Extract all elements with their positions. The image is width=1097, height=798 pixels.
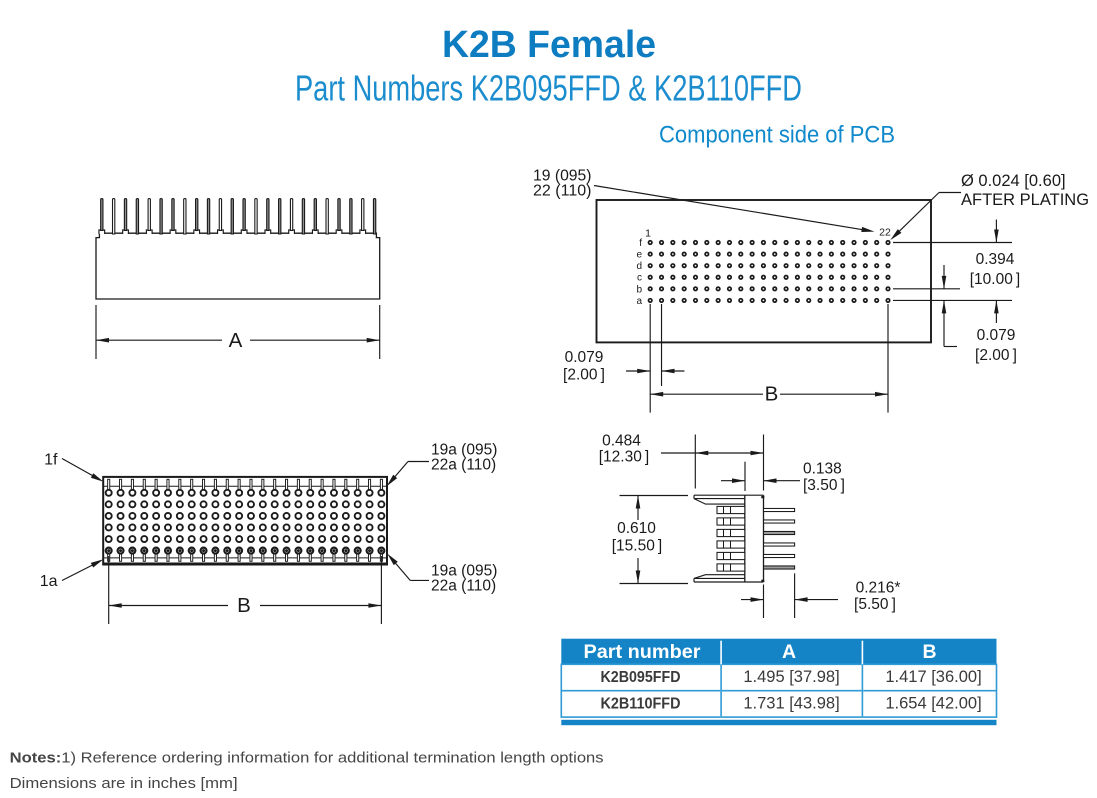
svg-text:[2.00 ]: [2.00 ]	[975, 347, 1017, 364]
svg-text:c: c	[637, 273, 642, 284]
svg-text:22a (110): 22a (110)	[431, 578, 496, 595]
svg-text:0.394: 0.394	[976, 251, 1015, 268]
svg-text:Part Numbers K2B095FFD & K2B11: Part Numbers K2B095FFD & K2B110FFD	[295, 68, 802, 109]
svg-text:19a (095): 19a (095)	[431, 442, 497, 459]
svg-text:K2B095FFD: K2B095FFD	[601, 669, 681, 686]
svg-text:A: A	[782, 641, 796, 663]
svg-text:1f: 1f	[44, 452, 58, 469]
svg-text:K2B110FFD: K2B110FFD	[601, 696, 681, 713]
svg-text:a: a	[636, 296, 642, 307]
svg-text:B: B	[922, 641, 936, 663]
svg-text:0.484: 0.484	[602, 433, 641, 450]
svg-text:22a (110): 22a (110)	[431, 457, 496, 474]
svg-text:19a (095): 19a (095)	[431, 563, 497, 580]
svg-text:Ø 0.024 [0.60]: Ø 0.024 [0.60]	[961, 172, 1066, 190]
svg-text:d: d	[636, 261, 642, 272]
svg-text:1.417 [36.00]: 1.417 [36.00]	[885, 668, 981, 686]
svg-text:b: b	[636, 284, 642, 295]
svg-text:1.495 [37.98]: 1.495 [37.98]	[743, 668, 839, 686]
svg-text:Notes:1) Reference ordering in: Notes: 1) Reference ordering information …	[10, 750, 604, 767]
svg-text:1.731 [43.98]: 1.731 [43.98]	[743, 695, 839, 713]
svg-text:0.079: 0.079	[977, 327, 1016, 344]
svg-text:B: B	[765, 383, 779, 406]
svg-text:[2.00 ]: [2.00 ]	[563, 367, 605, 384]
svg-text:1a: 1a	[40, 573, 58, 590]
svg-text:Component side of PCB: Component side of PCB	[659, 122, 895, 149]
svg-text:22: 22	[879, 227, 891, 239]
svg-text:B: B	[237, 594, 251, 617]
svg-text:19 (095): 19 (095)	[533, 168, 592, 185]
svg-text:0.138: 0.138	[803, 461, 842, 478]
svg-text:0.216*: 0.216*	[856, 580, 901, 597]
svg-text:[5.50 ]: [5.50 ]	[854, 596, 896, 613]
svg-text:[15.50 ]: [15.50 ]	[612, 538, 663, 555]
svg-text:Dimensions are in inches [mm]: Dimensions are in inches [mm]	[10, 775, 238, 792]
svg-text:1: 1	[645, 228, 651, 240]
svg-text:AFTER PLATING: AFTER PLATING	[961, 191, 1089, 209]
svg-text:22 (110): 22 (110)	[533, 183, 592, 200]
svg-text:0.610: 0.610	[617, 520, 656, 537]
svg-text:1.654 [42.00]: 1.654 [42.00]	[885, 695, 981, 713]
svg-text:Part number: Part number	[584, 641, 701, 663]
svg-text:A: A	[229, 329, 243, 352]
svg-text:[10.00 ]: [10.00 ]	[970, 271, 1021, 288]
svg-text:0.079: 0.079	[565, 349, 604, 366]
svg-text:K2B Female: K2B Female	[442, 24, 656, 66]
svg-text:f: f	[639, 238, 642, 249]
svg-text:[12.30 ]: [12.30 ]	[599, 449, 650, 466]
svg-text:[3.50 ]: [3.50 ]	[803, 477, 845, 494]
svg-text:e: e	[636, 250, 642, 261]
